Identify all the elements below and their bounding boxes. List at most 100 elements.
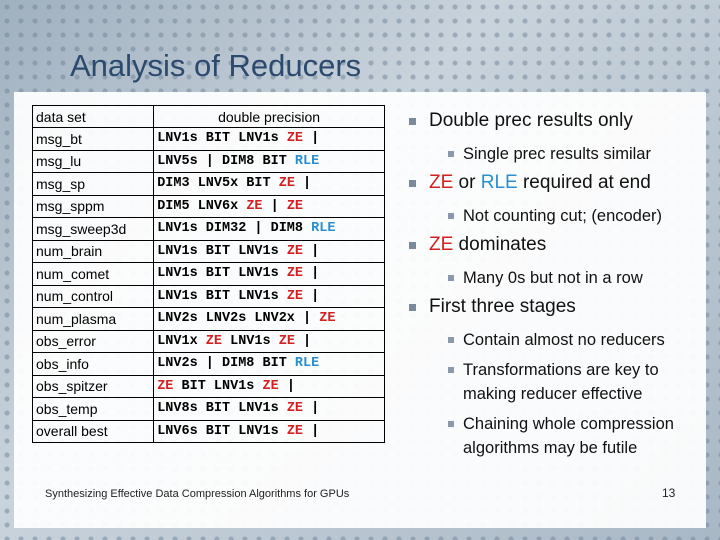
- footer: Synthesizing Effective Data Compression …: [45, 488, 350, 500]
- pipeline-cell: LNV2s | DIM8 BIT RLE: [153, 352, 385, 376]
- slide-title: Analysis of Reducers: [70, 48, 362, 83]
- pipeline-cell: LNV1s DIM32 | DIM8 RLE: [153, 217, 385, 241]
- text-run: RLE: [294, 356, 320, 372]
- text-run: required at end: [517, 172, 651, 193]
- text-run: LNV1s: [222, 333, 279, 349]
- text-run: BIT LNV1s: [173, 378, 263, 394]
- pipeline-cell: LNV1s BIT LNV1s ZE |: [153, 239, 385, 263]
- pipeline-cell: DIM5 LNV6x ZE | ZE: [153, 194, 385, 218]
- data-set-cell: num_plasma: [31, 307, 155, 331]
- table-row: obs_spitzer ZE BIT LNV1s ZE |: [31, 374, 385, 398]
- sub-bullet: Single prec results similar: [405, 142, 705, 166]
- text-run: DIM5 LNV6x: [157, 198, 247, 214]
- text-run: |: [303, 131, 320, 147]
- text-run: ZE: [286, 198, 304, 214]
- text-run: ZE: [429, 172, 454, 193]
- header-cell: data set: [31, 105, 155, 128]
- text-run: RLE: [294, 153, 320, 169]
- text-run: LNV1x: [157, 333, 206, 349]
- bullet: ZE or RLE required at end: [405, 172, 705, 194]
- sub-bullet: Contain almost no reducers: [405, 328, 705, 352]
- text-run: |: [262, 198, 287, 214]
- reducer-table: data set double precision msg_bt LNV1s BI…: [31, 105, 385, 443]
- pipeline-cell: LNV8s BIT LNV1s ZE |: [153, 397, 385, 421]
- header-cell: double precision: [153, 105, 385, 128]
- table-row: msg_bt LNV1s BIT LNV1s ZE |: [31, 127, 385, 151]
- pipeline-cell: LNV1s BIT LNV1s ZE |: [153, 127, 385, 151]
- text-run: LNV1s BIT LNV1s: [157, 288, 287, 304]
- text-run: |: [303, 288, 320, 304]
- table-row: msg_lu LNV5s | DIM8 BIT RLE: [31, 149, 385, 173]
- pipeline-cell: LNV1s BIT LNV1s ZE |: [153, 262, 385, 286]
- pipeline-cell: LNV1x ZE LNV1s ZE |: [153, 329, 385, 353]
- text-run: ZE: [246, 198, 263, 214]
- text-run: |: [303, 401, 320, 417]
- data-set-cell: overall best: [31, 419, 155, 443]
- data-set-cell: num_comet: [31, 262, 155, 286]
- data-set-cell: obs_spitzer: [31, 374, 155, 398]
- data-set-cell: msg_sppm: [31, 194, 155, 218]
- text-run: ZE: [429, 234, 454, 255]
- bullet: Double prec results only: [405, 110, 705, 132]
- text-run: Double prec results only: [429, 110, 633, 131]
- table-row: num_brain LNV1s BIT LNV1s ZE |: [31, 239, 385, 263]
- text-run: |: [303, 423, 320, 439]
- pipeline-cell: ZE BIT LNV1s ZE |: [153, 374, 385, 398]
- text-run: dominates: [453, 234, 547, 255]
- pipeline-cell: LNV6s BIT LNV1s ZE |: [153, 419, 385, 443]
- table-row: msg_sppm DIM5 LNV6x ZE | ZE: [31, 194, 385, 218]
- text-run: |: [294, 176, 312, 192]
- table-row: num_comet LNV1s BIT LNV1s ZE |: [31, 262, 385, 286]
- sub-bullet: Not counting cut; (encoder): [405, 204, 705, 228]
- text-run: ZE: [286, 243, 304, 259]
- text-run: RLE: [480, 172, 518, 193]
- table-body: msg_bt LNV1s BIT LNV1s ZE | msg_lu LNV5s | …: [31, 127, 385, 443]
- data-set-cell: msg_lu: [31, 149, 155, 173]
- text-run: ZE: [157, 378, 174, 394]
- data-set-cell: obs_error: [31, 329, 155, 353]
- text-run: |: [278, 378, 295, 394]
- text-run: LNV8s BIT LNV1s: [157, 401, 287, 417]
- text-run: DIM3 LNV5x BIT: [157, 176, 279, 192]
- table-row: msg_sweep3d LNV1s DIM32 | DIM8 RLE: [31, 217, 385, 241]
- text-run: LNV1s BIT LNV1s: [157, 243, 287, 259]
- text-run: ZE: [278, 333, 295, 349]
- bullet: ZE dominates: [405, 234, 705, 256]
- text-run: ZE: [205, 333, 222, 349]
- text-run: ZE: [286, 288, 304, 304]
- data-set-cell: obs_info: [31, 352, 155, 376]
- table-row: obs_info LNV2s | DIM8 BIT RLE: [31, 352, 385, 376]
- table-row: msg_sp DIM3 LNV5x BIT ZE |: [31, 172, 385, 196]
- table-row: obs_error LNV1x ZE LNV1s ZE |: [31, 329, 385, 353]
- text-run: LNV2s | DIM8 BIT: [157, 356, 295, 372]
- text-run: ZE: [262, 378, 279, 394]
- data-set-cell: num_brain: [31, 239, 155, 263]
- table-row: num_control LNV1s BIT LNV1s ZE |: [31, 284, 385, 308]
- data-set-cell: msg_sweep3d: [31, 217, 155, 241]
- sub-bullet: Many 0s but not in a row: [405, 266, 705, 290]
- text-run: LNV1s DIM32 | DIM8: [157, 221, 312, 237]
- pipeline-cell: LNV1s BIT LNV1s ZE |: [153, 284, 385, 308]
- text-run: |: [294, 333, 312, 349]
- bullet: First three stages: [405, 296, 705, 318]
- pipeline-cell: DIM3 LNV5x BIT ZE |: [153, 172, 385, 196]
- text-run: ZE: [278, 176, 295, 192]
- text-run: or: [453, 172, 481, 193]
- text-run: ZE: [319, 311, 336, 327]
- text-run: First three stages: [429, 296, 576, 317]
- text-run: LNV1s BIT LNV1s: [157, 131, 287, 147]
- header-row: data set double precision: [31, 105, 385, 128]
- text-run: LNV1s BIT LNV1s: [157, 266, 287, 282]
- sub-bullet: Chaining whole compression algorithms ma…: [405, 412, 705, 460]
- sub-bullet: Transformations are key to making reduce…: [405, 358, 705, 406]
- text-run: LNV5s | DIM8 BIT: [157, 153, 295, 169]
- text-run: RLE: [311, 221, 336, 237]
- data-set-cell: obs_temp: [31, 397, 155, 421]
- pipeline-cell: LNV2s LNV2s LNV2x | ZE: [153, 307, 385, 331]
- data-set-cell: msg_bt: [31, 127, 155, 151]
- text-run: LNV2s LNV2s LNV2x |: [157, 311, 320, 327]
- page-number: 13: [662, 486, 676, 500]
- table-row: obs_temp LNV8s BIT LNV1s ZE |: [31, 397, 385, 421]
- bullet-list: Double prec results only Single prec resu…: [405, 110, 705, 466]
